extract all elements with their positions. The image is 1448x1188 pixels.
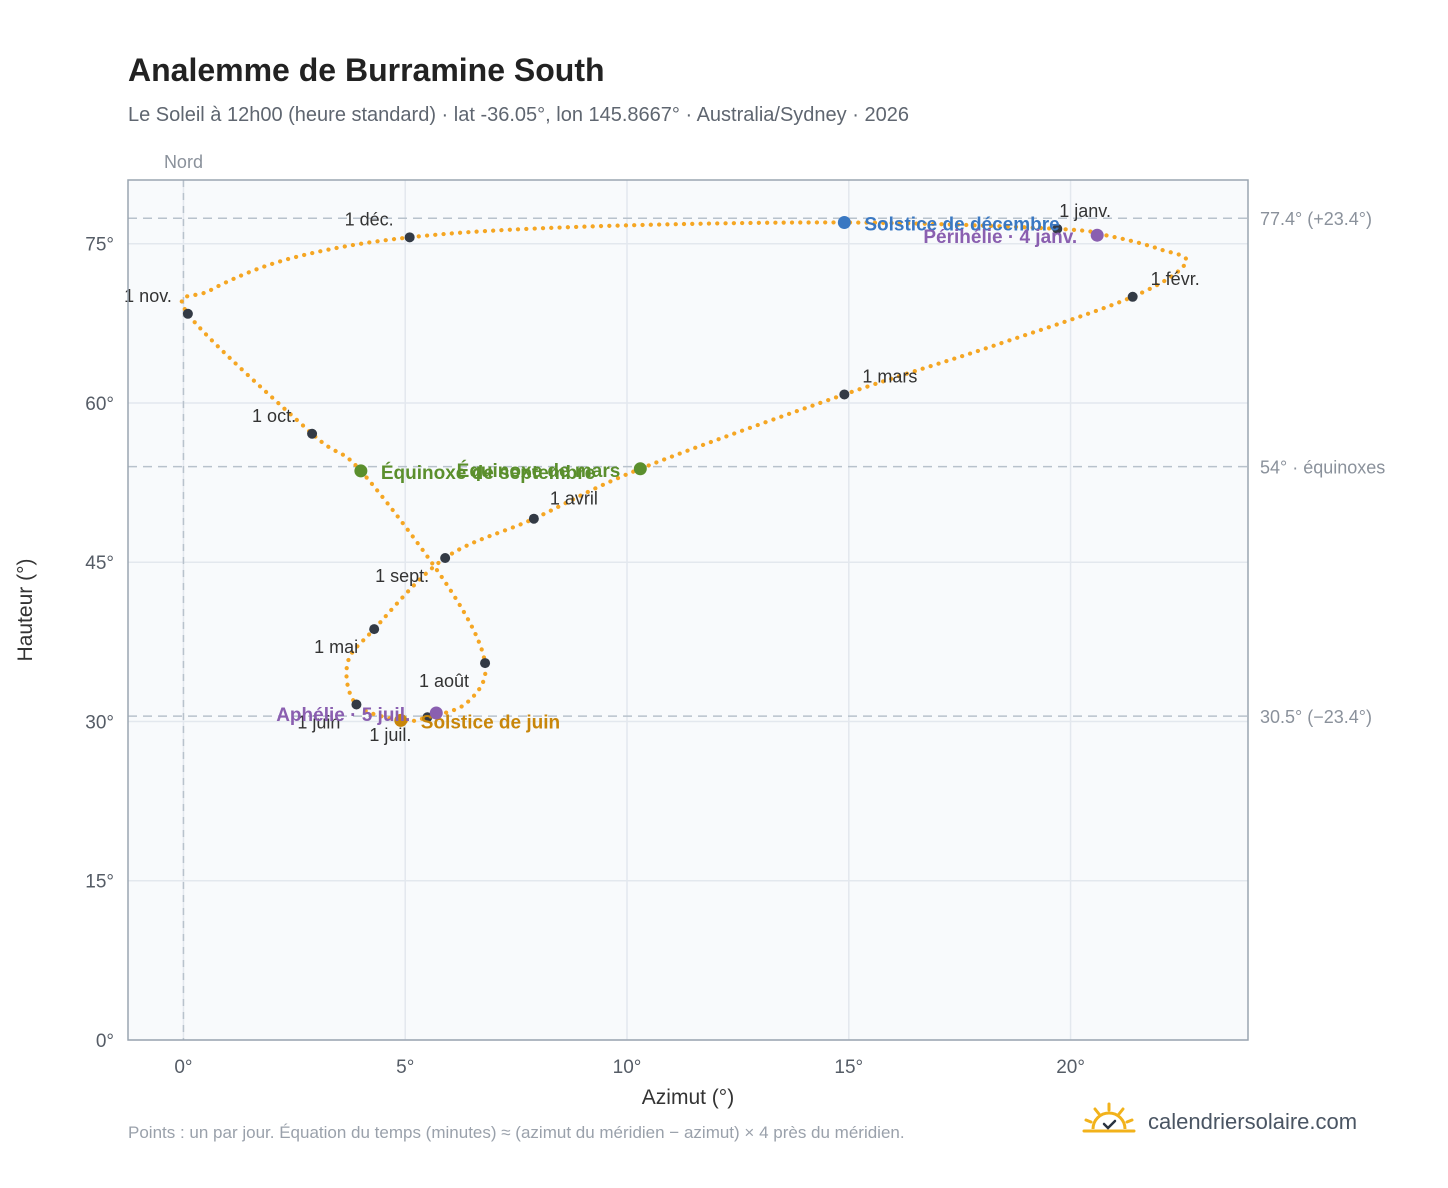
event-label: Solstice de décembre xyxy=(864,214,1059,235)
analemma-daily-points xyxy=(179,220,1189,724)
event-marker xyxy=(354,464,368,478)
brand-name[interactable]: calendriersolaire.com xyxy=(1148,1108,1358,1134)
plot-frame xyxy=(127,179,1249,1041)
x-axis-title: Azimut (°) xyxy=(642,1086,734,1109)
event-label: Solstice de juin xyxy=(421,712,560,733)
x-tick-label: 10° xyxy=(613,1057,642,1078)
event-label: Aphélie · 5 juil. xyxy=(276,705,410,726)
month-marker xyxy=(351,699,362,710)
month-marker xyxy=(1127,291,1138,302)
month-marker xyxy=(528,513,539,524)
month-label: 1 déc. xyxy=(345,209,394,229)
month-markers: 1 janv. 1 févr. 1 mars 1 avril 1 mai 1 juin 1 … xyxy=(124,201,1200,745)
y-tick-label: 0° xyxy=(96,1031,114,1052)
event-marker xyxy=(837,215,851,229)
month-marker xyxy=(422,712,433,723)
reference-line-label: 30.5° (−23.4°) xyxy=(1260,707,1372,727)
month-label: 1 févr. xyxy=(1151,269,1200,289)
month-marker xyxy=(1052,223,1063,234)
month-label: 1 juin xyxy=(297,712,340,732)
x-tick-label: 15° xyxy=(834,1057,863,1078)
chart-title: Analemme de Burramine South xyxy=(128,52,605,88)
month-marker xyxy=(480,658,491,669)
reference-line-label: 54° · équinoxes xyxy=(1260,458,1385,478)
sun-logo-icon xyxy=(1082,1102,1136,1141)
month-label: 1 nov. xyxy=(124,286,172,306)
event-label: Périhélie · 4 janv. xyxy=(923,227,1077,248)
reference-lines: Nord 77.4° (+23.4°) 54° · équinoxes 30.5° (… xyxy=(128,152,1385,1040)
month-label: 1 juil. xyxy=(369,725,411,745)
month-marker xyxy=(839,389,850,400)
brand[interactable]: calendriersolaire.com xyxy=(1082,1102,1357,1141)
month-label: 1 août xyxy=(419,671,469,691)
analemma-path xyxy=(179,220,1189,724)
event-label: Équinoxe de septembre xyxy=(381,462,595,484)
event-marker xyxy=(429,706,443,720)
month-marker xyxy=(369,624,380,635)
month-label: 1 sept. xyxy=(375,566,429,586)
y-axis-title: Hauteur (°) xyxy=(14,559,37,662)
x-tick-label: 20° xyxy=(1056,1057,1085,1078)
y-tick-label: 60° xyxy=(85,394,114,415)
event-marker xyxy=(1090,228,1104,242)
y-tick-label: 45° xyxy=(85,553,114,574)
month-label: 1 avril xyxy=(550,489,598,509)
month-marker xyxy=(182,308,193,319)
month-marker xyxy=(404,232,415,243)
x-tick-label: 5° xyxy=(396,1057,414,1078)
month-label: 1 janv. xyxy=(1059,201,1111,221)
x-tick-label: 0° xyxy=(174,1057,192,1078)
month-label: 1 mars xyxy=(862,366,917,386)
month-label: 1 mai xyxy=(314,637,358,657)
y-tick-label: 75° xyxy=(85,235,114,256)
axis-ticks: 0° 5° 10° 15° 20° 0° 15° 30° 45° 60° 75° xyxy=(85,235,1085,1078)
month-label: 1 oct. xyxy=(252,406,296,426)
y-tick-label: 15° xyxy=(85,872,114,893)
footnote: Points : un par jour. Équation du temps … xyxy=(128,1123,905,1142)
y-tick-label: 30° xyxy=(85,712,114,733)
event-label: Équinoxe de mars xyxy=(457,460,621,482)
plot-background xyxy=(128,180,1248,1040)
month-marker xyxy=(440,552,451,563)
event-marker xyxy=(633,462,647,476)
month-marker xyxy=(307,428,318,439)
north-label: Nord xyxy=(164,152,203,172)
reference-line-label: 77.4° (+23.4°) xyxy=(1260,209,1372,229)
event-marker xyxy=(394,713,408,727)
chart-subtitle: Le Soleil à 12h00 (heure standard) · lat… xyxy=(128,104,909,126)
